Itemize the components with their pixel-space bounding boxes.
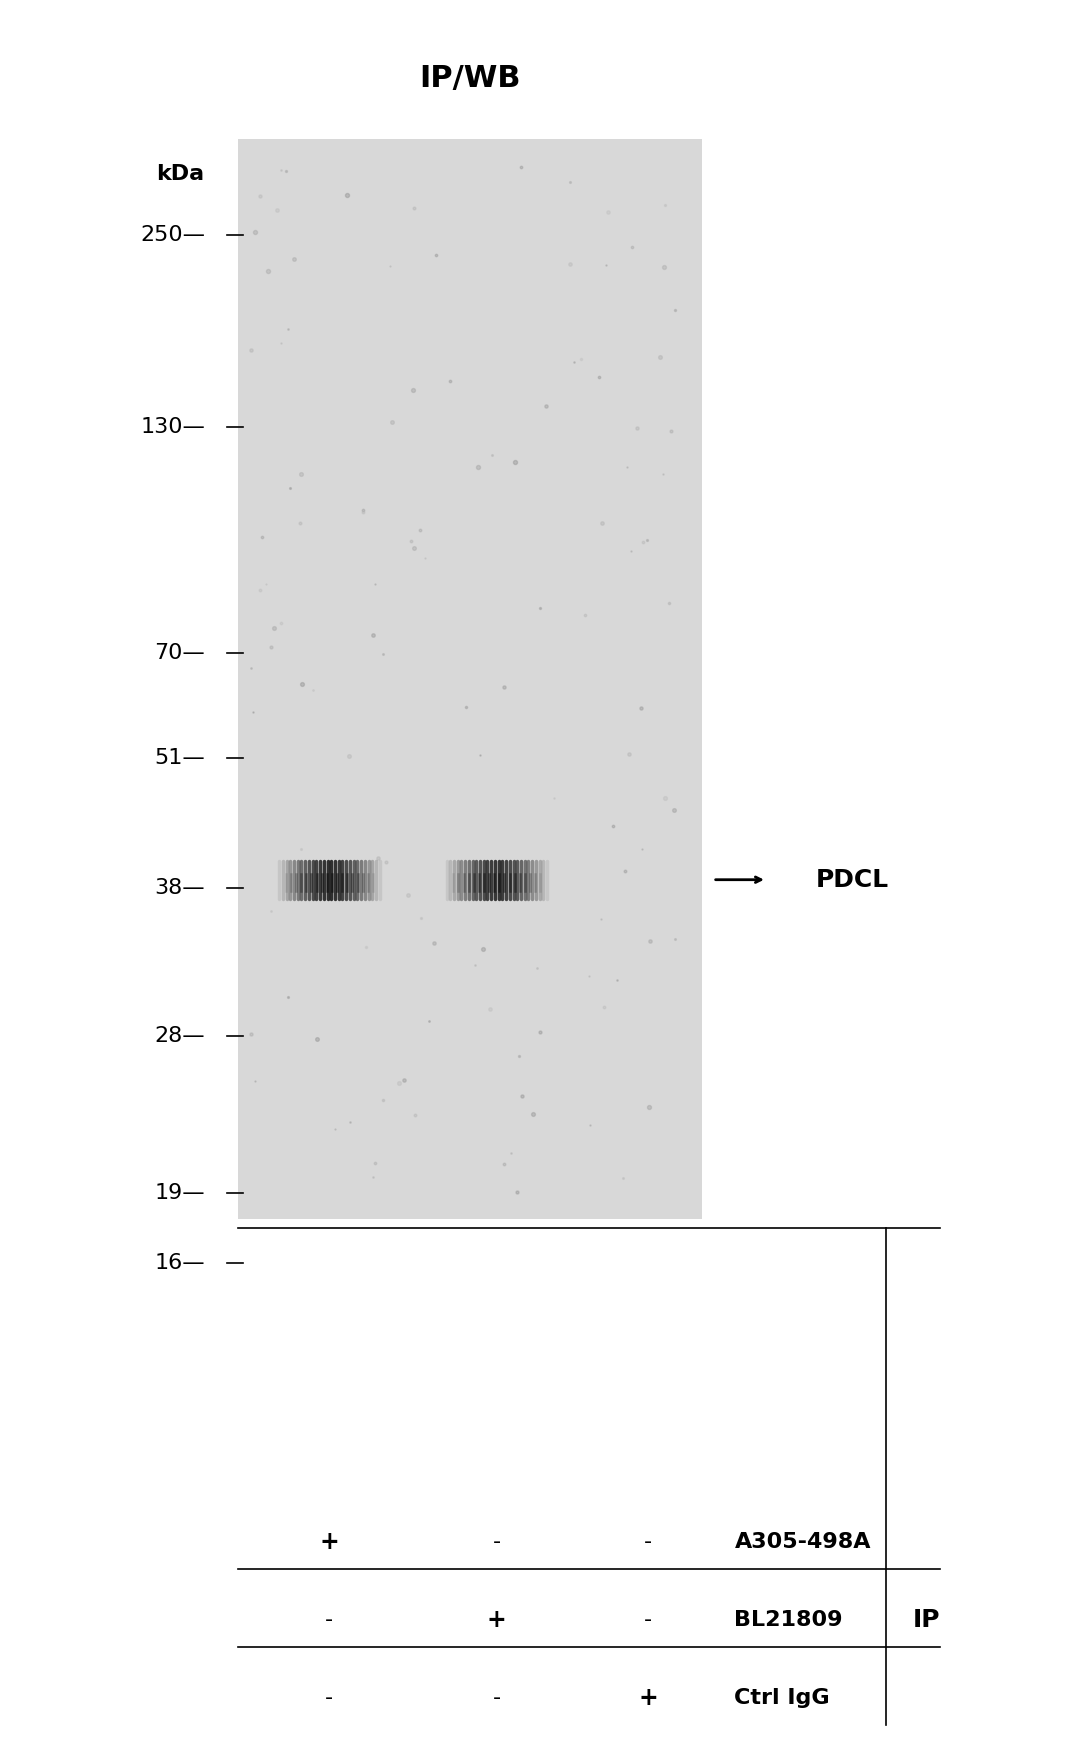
Text: +: + xyxy=(487,1608,507,1632)
Text: 19—: 19— xyxy=(154,1183,205,1204)
Text: 70—: 70— xyxy=(154,643,205,664)
Text: -: - xyxy=(325,1688,334,1709)
Text: A305-498A: A305-498A xyxy=(734,1531,870,1552)
Text: PDCL: PDCL xyxy=(815,868,889,892)
Text: 28—: 28— xyxy=(154,1026,205,1047)
Text: IP: IP xyxy=(913,1608,940,1632)
Bar xyxy=(238,139,702,1219)
Text: -: - xyxy=(644,1610,652,1631)
Text: Ctrl IgG: Ctrl IgG xyxy=(734,1688,831,1709)
Text: -: - xyxy=(492,1531,501,1552)
Text: 130—: 130— xyxy=(140,416,205,437)
Text: -: - xyxy=(325,1610,334,1631)
Text: 51—: 51— xyxy=(154,747,205,768)
Text: 16—: 16— xyxy=(154,1252,205,1273)
Text: +: + xyxy=(320,1529,339,1554)
Text: IP/WB: IP/WB xyxy=(419,64,521,92)
Text: 38—: 38— xyxy=(154,878,205,899)
Text: BL21809: BL21809 xyxy=(734,1610,842,1631)
Text: -: - xyxy=(644,1531,652,1552)
Text: +: + xyxy=(638,1686,658,1711)
Text: kDa: kDa xyxy=(157,164,205,185)
Text: 250—: 250— xyxy=(140,225,205,246)
Text: -: - xyxy=(492,1688,501,1709)
